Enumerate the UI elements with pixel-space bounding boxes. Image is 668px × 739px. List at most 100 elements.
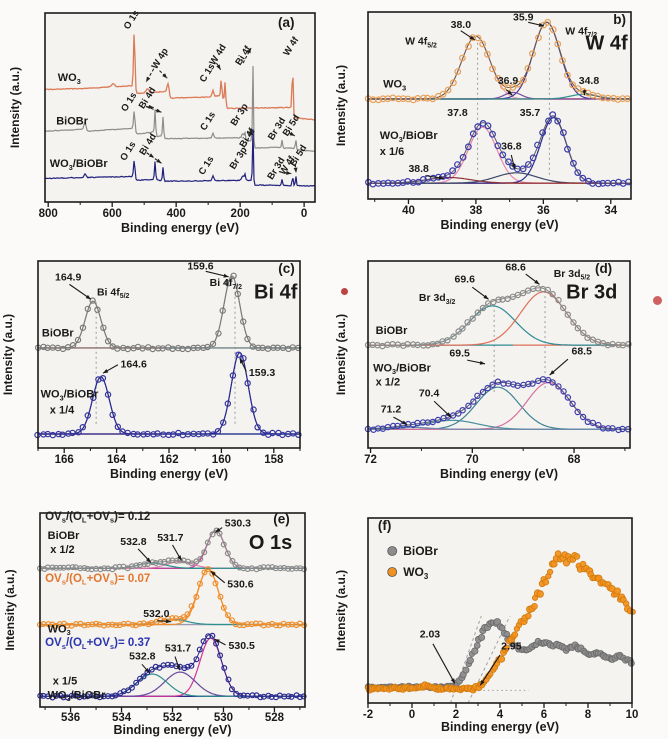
WO3-BiOBr-Br3d-spectrum-markers (364, 376, 632, 434)
axes-frame (44, 12, 316, 203)
x-axis-label: Binding energy (eV) (113, 723, 231, 737)
svg-text:BiOBr: BiOBr (403, 544, 438, 558)
svg-text:4: 4 (497, 709, 504, 721)
svg-text:160: 160 (212, 454, 231, 466)
svg-text:WO3/BiOBr: WO3/BiOBr (373, 362, 432, 376)
svg-text:(c): (c) (278, 261, 295, 276)
WO3-VB (365, 550, 636, 694)
annotation: 532.0 (143, 608, 169, 620)
annotation-arrow (157, 619, 172, 624)
svg-text:x 1/2: x 1/2 (376, 376, 400, 388)
annotation-arrow (432, 643, 456, 684)
annotation-arrow (525, 273, 540, 285)
axes-frame (367, 11, 632, 200)
x-tick-label: 532 (163, 712, 182, 724)
panel-b-chart: 40 38 36 34 Binding energy (eV) Intensity (a.… (334, 11, 632, 232)
WO3-O1s-spectrum (36, 566, 308, 629)
svg-text:531.7: 531.7 (157, 532, 183, 544)
x-tick-label: 534 (112, 712, 132, 724)
svg-text:W 4f5/2: W 4f5/2 (405, 36, 437, 50)
BiOBr-survey (44, 65, 316, 152)
svg-text:Br 3d5/2: Br 3d5/2 (554, 268, 591, 282)
x-tick-label: 70 (466, 454, 479, 466)
annotation: (a) (278, 15, 295, 30)
annotation: 36.9 (498, 75, 519, 87)
svg-text:W 4f7/2: W 4f7/2 (565, 25, 597, 39)
svg-text:36.9: 36.9 (498, 75, 519, 87)
annotation: 70.4 (419, 388, 440, 400)
svg-text:532: 532 (163, 712, 182, 724)
red-dot-artifact (340, 287, 348, 295)
svg-text:2.95: 2.95 (501, 640, 522, 652)
svg-text:164.6: 164.6 (121, 359, 147, 371)
annotation: WO3/BiOBr (50, 158, 109, 172)
WO3-BiOBr-Bi4f-spectrum (34, 351, 302, 439)
annotation: WO3 (58, 72, 81, 86)
annotation: O 1s (249, 532, 292, 554)
svg-text:532.0: 532.0 (143, 608, 169, 620)
annotation: BiOBr (376, 325, 409, 337)
annotation: WO3 (48, 623, 71, 637)
annotation-arrow (471, 286, 489, 300)
svg-text:(e): (e) (273, 512, 290, 527)
annotation: (d) (595, 261, 612, 276)
BiOBr-Bi4f-spectrum-markers (34, 272, 302, 353)
svg-text:68.5: 68.5 (571, 346, 592, 358)
x-tick-label: 800 (39, 208, 58, 220)
red-dot-artifact (652, 295, 662, 305)
svg-text:BiOBr: BiOBr (56, 116, 89, 128)
annotation: W 4f (585, 32, 628, 54)
annotation: x 1/5 (53, 676, 77, 688)
x-tick-label: 34 (604, 205, 617, 217)
annotation: 68.5 (571, 346, 592, 358)
svg-text:Bi 4f7/2: Bi 4f7/2 (210, 277, 243, 291)
svg-text:-2: -2 (363, 709, 373, 721)
annotation: 159.3 (249, 367, 275, 379)
x-tick-label: 10 (626, 709, 639, 721)
annotation: WO3/BiOBr (41, 389, 100, 403)
svg-text:40: 40 (402, 205, 415, 217)
svg-text:34.8: 34.8 (579, 75, 600, 87)
svg-text:37.8: 37.8 (447, 107, 468, 119)
svg-text:70.4: 70.4 (419, 388, 440, 400)
annotation: 531.7 (157, 532, 183, 544)
annotation: WO3/BiOBr (380, 130, 439, 144)
annotation: 530.3 (225, 518, 251, 530)
annotation-arrow (528, 21, 545, 27)
annotation: 532.8 (129, 650, 155, 662)
annotation: x 1/6 (380, 146, 404, 158)
svg-text:W 4f: W 4f (585, 32, 628, 54)
svg-text:OVs/(OL+OVs)= 0.37: OVs/(OL+OVs)= 0.37 (45, 637, 150, 651)
BiOBr-Br3d-spectrum-markers (364, 285, 632, 350)
annotation-arrow (425, 175, 444, 180)
svg-text:72: 72 (364, 454, 377, 466)
x-tick-label: 158 (264, 454, 284, 466)
x-tick-label: 6 (541, 709, 547, 721)
annotation-arrow (145, 68, 155, 83)
x-tick-label: 8 (585, 709, 592, 721)
svg-text:162: 162 (159, 454, 178, 466)
svg-text:70: 70 (466, 454, 479, 466)
svg-text:159.6: 159.6 (187, 260, 213, 272)
annotation-arrow (172, 544, 182, 561)
legend-marker (387, 546, 398, 556)
svg-text:531.7: 531.7 (165, 643, 191, 655)
svg-text:68.6: 68.6 (505, 261, 526, 273)
svg-text:WO3: WO3 (58, 72, 81, 86)
svg-text:530.6: 530.6 (227, 579, 253, 591)
annotation: Br 3d3/2 (419, 292, 456, 306)
annotation: WO3 (383, 79, 406, 93)
WO3-BiOBr-Br3d-spectrum (364, 376, 632, 434)
svg-text:164.9: 164.9 (55, 272, 81, 284)
svg-text:Binding energy (eV): Binding energy (eV) (441, 720, 559, 734)
svg-text:WO3/BiOBr: WO3/BiOBr (380, 130, 439, 144)
svg-text:35.9: 35.9 (513, 11, 534, 23)
annotation-arrow (239, 357, 247, 372)
annotation-arrow (285, 170, 292, 175)
svg-text:O 1s: O 1s (249, 532, 292, 554)
svg-text:69.6: 69.6 (454, 274, 475, 286)
annotation: 532.8 (120, 536, 146, 548)
svg-text:68: 68 (568, 454, 581, 466)
svg-text:Binding energy (eV): Binding energy (eV) (110, 467, 228, 481)
svg-text:35.7: 35.7 (520, 107, 541, 119)
